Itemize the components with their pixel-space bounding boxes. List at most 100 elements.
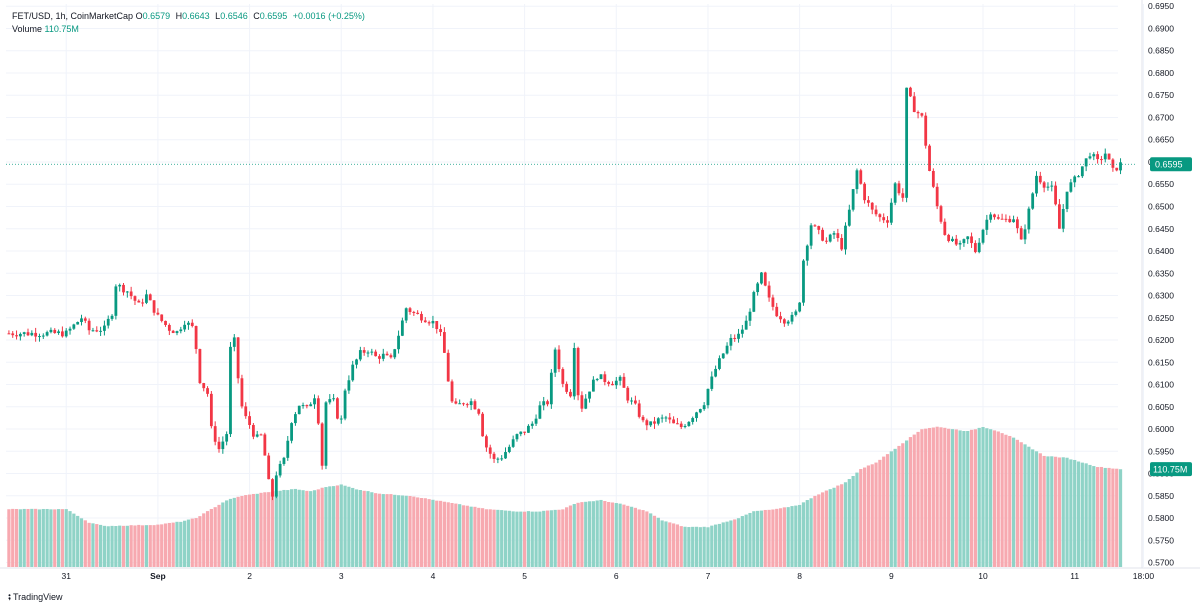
candle-body[interactable] — [389, 355, 393, 358]
candle-body[interactable] — [488, 447, 492, 454]
candle-body[interactable] — [412, 312, 416, 314]
candle-body[interactable] — [1107, 153, 1111, 160]
candle-body[interactable] — [1100, 159, 1103, 161]
candle-body[interactable] — [274, 475, 278, 497]
candle-body[interactable] — [133, 296, 137, 301]
candle-body[interactable] — [790, 314, 794, 322]
candle-body[interactable] — [740, 329, 744, 334]
candle-body[interactable] — [49, 329, 53, 333]
candle-body[interactable] — [103, 325, 106, 331]
candle-body[interactable] — [145, 294, 148, 303]
candle-body[interactable] — [828, 234, 832, 242]
candle-body[interactable] — [481, 413, 484, 437]
candle-body[interactable] — [1084, 158, 1088, 167]
candle-body[interactable] — [381, 353, 385, 359]
candle-body[interactable] — [343, 390, 347, 419]
candle-body[interactable] — [378, 356, 381, 359]
candle-body[interactable] — [1012, 219, 1015, 223]
candle-body[interactable] — [928, 145, 931, 171]
candle-body[interactable] — [1046, 186, 1050, 188]
candle-body[interactable] — [72, 324, 76, 329]
candle-body[interactable] — [217, 441, 221, 450]
candle-body[interactable] — [290, 423, 293, 441]
candle-body[interactable] — [859, 170, 863, 184]
candle-body[interactable] — [294, 414, 297, 424]
candle-body[interactable] — [809, 225, 813, 246]
candle-body[interactable] — [695, 412, 698, 419]
candle-body[interactable] — [397, 335, 400, 350]
candle-body[interactable] — [313, 398, 316, 405]
candle-body[interactable] — [465, 404, 469, 406]
candle-body[interactable] — [194, 326, 198, 350]
candle-body[interactable] — [11, 333, 15, 336]
candle-body[interactable] — [255, 434, 259, 437]
candle-body[interactable] — [851, 189, 855, 210]
candle-body[interactable] — [76, 322, 80, 325]
candle-body[interactable] — [416, 312, 420, 314]
candle-body[interactable] — [164, 320, 167, 325]
candle-body[interactable] — [206, 388, 209, 394]
candle-body[interactable] — [653, 421, 656, 424]
candle-body[interactable] — [209, 393, 213, 427]
candle-body[interactable] — [973, 243, 977, 253]
candle-body[interactable] — [26, 332, 30, 336]
candle-body[interactable] — [909, 87, 912, 97]
candle-body[interactable] — [442, 332, 446, 353]
candle-body[interactable] — [385, 353, 389, 356]
candle-body[interactable] — [821, 229, 824, 241]
candle-body[interactable] — [183, 324, 187, 330]
candle-body[interactable] — [977, 242, 981, 253]
candle-body[interactable] — [240, 378, 244, 407]
candle-body[interactable] — [546, 401, 549, 405]
candle-body[interactable] — [607, 382, 611, 384]
candle-body[interactable] — [1054, 185, 1057, 205]
candle-body[interactable] — [80, 318, 83, 323]
candle-body[interactable] — [756, 283, 760, 293]
candle-body[interactable] — [1080, 166, 1084, 177]
candle-body[interactable] — [824, 240, 828, 242]
candle-body[interactable] — [985, 219, 989, 230]
candle-body[interactable] — [485, 436, 488, 448]
candle-body[interactable] — [446, 352, 450, 382]
candle-body[interactable] — [576, 348, 580, 396]
candle-body[interactable] — [1031, 193, 1035, 209]
candle-body[interactable] — [679, 423, 683, 428]
candle-body[interactable] — [355, 359, 358, 365]
candle-body[interactable] — [190, 322, 194, 327]
candle-body[interactable] — [95, 330, 99, 332]
candle-body[interactable] — [1092, 154, 1096, 157]
candle-body[interactable] — [767, 285, 771, 298]
candle-body[interactable] — [618, 376, 622, 381]
candle-body[interactable] — [38, 336, 41, 338]
candle-body[interactable] — [893, 183, 897, 203]
candle-body[interactable] — [989, 214, 993, 220]
candle-body[interactable] — [832, 233, 836, 235]
candle-body[interactable] — [15, 335, 18, 337]
candle-body[interactable] — [718, 358, 721, 369]
candle-body[interactable] — [198, 349, 202, 384]
candle-body[interactable] — [748, 311, 752, 321]
candle-body[interactable] — [569, 391, 572, 397]
candle-body[interactable] — [1088, 156, 1092, 159]
candle-body[interactable] — [958, 243, 962, 245]
candle-body[interactable] — [786, 321, 790, 324]
candle-body[interactable] — [400, 320, 404, 336]
candle-body[interactable] — [993, 214, 996, 218]
candle-body[interactable] — [798, 302, 802, 312]
candle-body[interactable] — [328, 399, 332, 403]
candle-body[interactable] — [362, 350, 366, 353]
candle-body[interactable] — [1058, 204, 1061, 229]
candle-body[interactable] — [817, 226, 821, 230]
candle-body[interactable] — [1111, 159, 1115, 168]
candle-body[interactable] — [175, 331, 179, 334]
candle-body[interactable] — [156, 312, 160, 315]
candle-body[interactable] — [1038, 175, 1042, 183]
candle-body[interactable] — [278, 463, 282, 476]
candle-body[interactable] — [683, 425, 687, 428]
candle-body[interactable] — [114, 286, 118, 316]
candle-body[interactable] — [935, 186, 939, 207]
candle-body[interactable] — [844, 225, 847, 250]
candle-body[interactable] — [324, 402, 328, 466]
candle-body[interactable] — [729, 337, 733, 346]
candle-body[interactable] — [34, 332, 38, 337]
